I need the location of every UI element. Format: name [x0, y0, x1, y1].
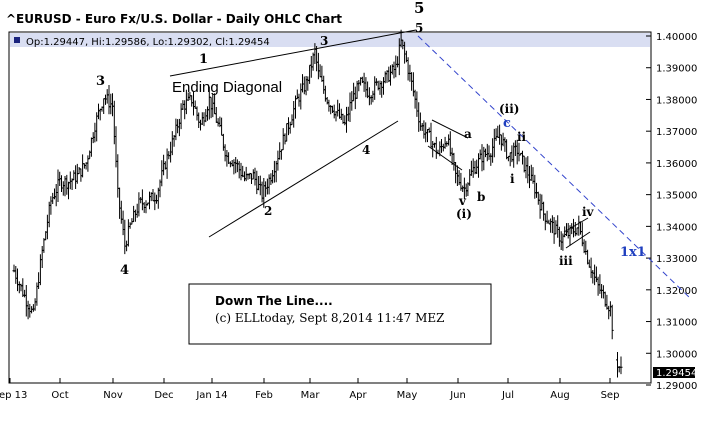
x-tick-label: Jan 14 [195, 390, 227, 401]
one-by-one-line [417, 35, 691, 299]
wave-label-1: 1 [199, 52, 208, 67]
wave-label-i: i [510, 172, 515, 186]
wedge-a-lower [427, 145, 463, 171]
ohlc-bar [619, 356, 623, 375]
y-tick-label: 1.35000 [656, 191, 697, 202]
wave-label-iv: iv [582, 205, 595, 219]
wedge-iv-upper [563, 217, 589, 233]
ohlc-readout: Op:1.29447, Hi:1.29586, Lo:1.29302, Cl:1… [26, 37, 270, 48]
x-tick-label: Mar [301, 390, 321, 401]
y-tick-label: 1.32000 [656, 286, 697, 297]
note-box [188, 283, 492, 345]
y-tick-label: 1.37000 [656, 127, 697, 138]
x-axis: Sep 13 Oct Nov Dec Jan 14 Feb Mar Apr May Jun Jul A… [0, 378, 619, 401]
wave-label-5-big: 5 [414, 0, 424, 17]
ohlc-bar [610, 304, 614, 340]
y-tick-label: 1.29000 [656, 381, 697, 392]
wave-label-5-small: 5 [415, 21, 423, 35]
x-tick-label: Sep [601, 390, 620, 401]
note-text: (c) ELLtoday, Sept 8,2014 11:47 MEZ [215, 311, 445, 325]
x-tick-label: Aug [550, 390, 570, 401]
wave-label-a: a [464, 127, 472, 141]
wave-label-1x1: 1x1 [620, 245, 646, 260]
x-tick-label: Feb [255, 390, 273, 401]
note-title: Down The Line.... [215, 294, 333, 308]
x-tick-label: Nov [103, 390, 123, 401]
y-tick-label: 1.40000 [656, 32, 697, 43]
wave-label-3-left: 3 [96, 74, 105, 89]
wave-label-v: v [458, 194, 467, 208]
x-tick-label: Jun [449, 390, 466, 401]
y-tick-label: 1.34000 [656, 222, 697, 233]
x-tick-label: Jul [501, 390, 514, 401]
wave-label-ii: ii [517, 130, 527, 144]
x-tick-label: Sep 13 [0, 390, 27, 401]
wedge-a-upper [431, 119, 469, 139]
x-tick-label: Dec [154, 390, 173, 401]
diagonal-lower-line [208, 120, 399, 238]
y-tick-label: 1.36000 [656, 159, 697, 170]
ohlc-bars [12, 29, 623, 378]
wave-label-i-paren: (i) [456, 207, 472, 221]
x-tick-label: Apr [349, 390, 367, 401]
wave-label-iii: iii [559, 254, 573, 268]
last-price-label: 1.29454 [656, 368, 697, 379]
y-tick-label: 1.39000 [656, 64, 697, 75]
x-tick-label: May [397, 390, 418, 401]
series-marker-icon [14, 37, 20, 43]
x-tick-label: Oct [51, 390, 68, 401]
wave-label-3-diag: 3 [320, 34, 328, 48]
y-tick-label: 1.38000 [656, 95, 697, 106]
wave-label-2: 2 [264, 204, 272, 218]
wave-label-c: c [503, 116, 511, 131]
wave-label-b: b [477, 190, 485, 204]
wave-label-4-left: 4 [120, 263, 129, 278]
y-axis: 1.40000 1.39000 1.38000 1.37000 1.36000 1.350… [646, 32, 697, 392]
ohlc-header-strip [10, 33, 650, 47]
y-tick-label: 1.31000 [656, 318, 697, 329]
last-price-tag [653, 367, 695, 378]
wave-label-ii-paren: (ii) [499, 102, 519, 116]
wedge-iv-lower [565, 231, 591, 249]
wave-label-4-diag: 4 [362, 143, 370, 157]
ending-diagonal-label: Ending Diagonal [172, 79, 282, 96]
diagonal-upper-line [169, 29, 417, 77]
y-tick-label: 1.30000 [656, 349, 697, 360]
chart-title: ^EURUSD - Euro Fx/U.S. Dollar - Daily OH… [6, 12, 342, 26]
y-tick-label: 1.33000 [656, 254, 697, 265]
